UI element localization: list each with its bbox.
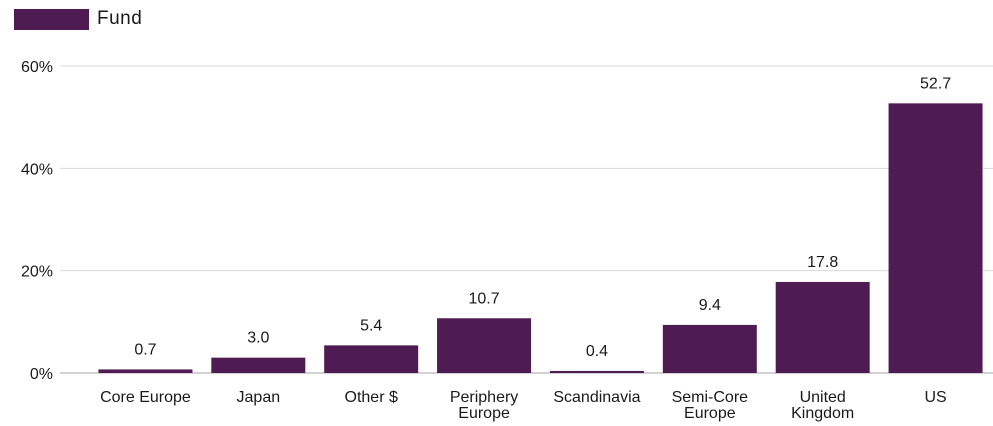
x-tick-label: Core Europe (100, 389, 191, 406)
data-label: 10.7 (468, 290, 499, 307)
data-label: 0.4 (586, 343, 608, 360)
data-label: 52.7 (920, 75, 951, 92)
bar (662, 324, 757, 373)
legend-swatch (14, 8, 89, 30)
data-label: 9.4 (699, 297, 721, 314)
data-label: 0.7 (134, 341, 156, 358)
bar (98, 369, 193, 373)
x-tick-label: US (924, 389, 946, 406)
y-tick-label: 0% (30, 366, 53, 383)
x-tick-label: Japan (237, 389, 281, 406)
bar (888, 103, 983, 373)
bar (437, 318, 532, 373)
legend: Fund (14, 8, 142, 30)
data-label: 5.4 (360, 317, 382, 334)
legend-label: Fund (97, 8, 143, 29)
x-tick-label: Semi-Core Europe (672, 389, 749, 422)
y-tick-label: 60% (21, 59, 53, 76)
bar (549, 370, 644, 373)
x-tick-label: Periphery Europe (450, 389, 518, 422)
data-label: 17.8 (807, 254, 838, 271)
data-label: 3.0 (247, 330, 269, 347)
y-tick-label: 40% (21, 161, 53, 178)
y-tick-label: 20% (21, 264, 53, 281)
x-tick-label: Scandinavia (553, 389, 640, 406)
x-tick-label: Other $ (345, 389, 398, 406)
bar (775, 281, 870, 373)
bar (211, 357, 306, 373)
bar (324, 345, 419, 373)
x-tick-label: United Kingdom (791, 389, 854, 422)
